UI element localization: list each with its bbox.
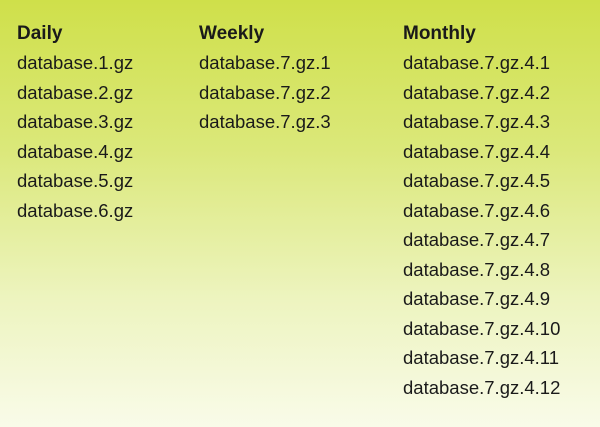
- file-name: database.7.gz.4.9: [403, 288, 551, 309]
- column-title: Weekly: [199, 23, 265, 44]
- column: Weekly database.7.gz.1 database.7.gz.2 data…: [199, 20, 331, 137]
- file-name: database.7.gz.4.7: [403, 229, 551, 250]
- file-name: database.2.gz: [17, 81, 134, 103]
- file-name: database.7.gz.4.10: [403, 317, 561, 339]
- file-name: database.6.gz: [17, 199, 134, 221]
- file-name: database.7.gz.1: [199, 52, 331, 73]
- file-name: database.7.gz.2: [199, 81, 331, 103]
- column-title: Daily: [17, 23, 63, 44]
- file-name: database.1.gz: [17, 52, 134, 73]
- file-name: database.7.gz.4.8: [403, 258, 551, 280]
- file-name: database.7.gz.4.3: [403, 111, 551, 132]
- column: Daily database.1.gz database.2.gz database.…: [17, 20, 133, 225]
- file-name: database.4.gz: [17, 140, 134, 162]
- file-name: database.7.gz.3: [199, 111, 331, 132]
- file-name: database.7.gz.4.6: [403, 199, 551, 221]
- file-name: database.7.gz.4.11: [403, 347, 560, 368]
- file-name: database.7.gz.4.4: [403, 140, 551, 162]
- column-title: Monthly: [403, 23, 476, 44]
- file-name: database.7.gz.4.5: [403, 170, 551, 191]
- column: Monthly database.7.gz.4.1 database.7.gz.4.…: [403, 20, 560, 402]
- file-name: database.7.gz.4.1: [403, 52, 551, 73]
- file-name: database.3.gz: [17, 111, 134, 132]
- file-name: database.5.gz: [17, 170, 134, 191]
- file-name: database.7.gz.4.2: [403, 81, 551, 103]
- file-name: database.7.gz.4.12: [403, 376, 561, 398]
